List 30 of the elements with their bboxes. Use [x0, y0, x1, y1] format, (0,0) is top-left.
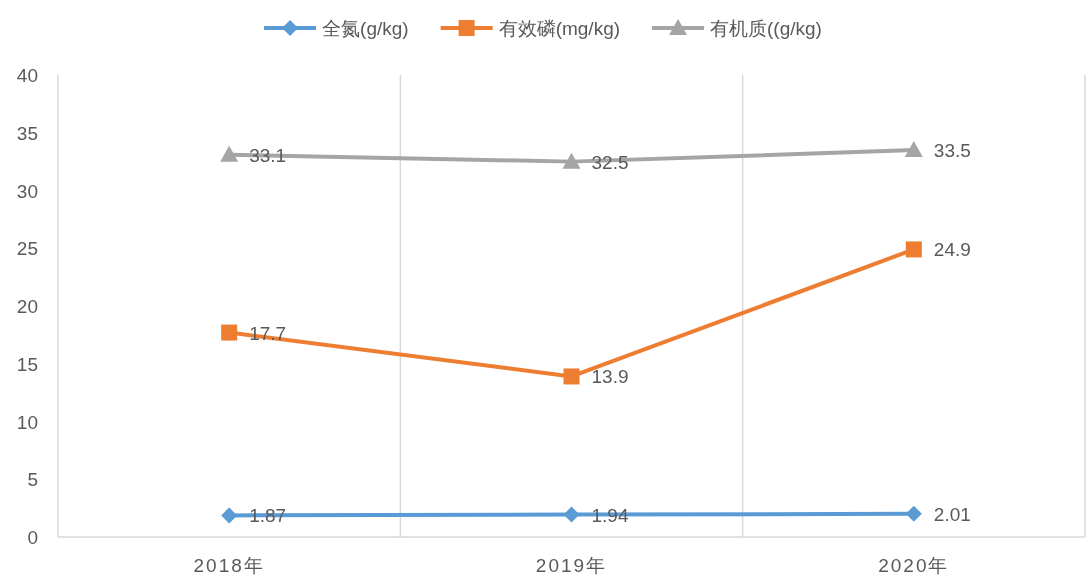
y-tick-label: 40	[16, 65, 38, 86]
y-tick-label: 10	[16, 411, 38, 433]
y-tick-label: 25	[16, 238, 38, 260]
y-tick-label: 5	[27, 469, 38, 491]
data-label: 33.1	[249, 144, 287, 166]
point	[905, 505, 922, 522]
point	[562, 152, 581, 169]
legend-label: 有效磷(mg/kg)	[498, 18, 621, 39]
legend-label: 有机质((g/kg)	[710, 18, 822, 39]
data-label: 13.9	[591, 366, 629, 388]
point	[221, 324, 238, 341]
point	[904, 141, 923, 158]
point	[905, 241, 922, 258]
point	[563, 506, 580, 523]
y-tick-label: 35	[16, 122, 38, 144]
point	[221, 507, 238, 524]
data-label: 24.9	[933, 239, 971, 261]
y-tick-label: 0	[27, 527, 38, 548]
y-tick-label: 30	[16, 180, 38, 202]
y-tick-label: 20	[16, 296, 38, 317]
x-tick-label: 2018年	[193, 555, 265, 576]
point	[563, 368, 580, 385]
y-tick-label: 15	[16, 353, 38, 375]
point	[220, 145, 239, 162]
data-label: 2.01	[933, 503, 971, 525]
x-tick-label: 2019年	[535, 555, 608, 576]
data-label: 33.5	[933, 140, 971, 162]
legend-label: 全氮(g/kg)	[322, 18, 409, 39]
x-tick-label: 2020年	[878, 555, 950, 576]
data-label: 32.5	[591, 151, 629, 173]
